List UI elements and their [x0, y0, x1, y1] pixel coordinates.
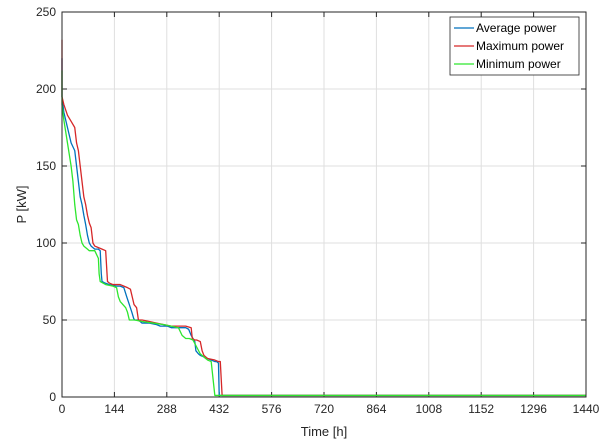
legend-label: Minimum power: [476, 57, 561, 71]
x-tick-label: 432: [209, 402, 229, 416]
x-tick-labels: 0 144 288 432 576 720 864 1008 1152 1296 1440: [59, 402, 600, 416]
legend: Average power Maximum power Minimum power: [449, 16, 580, 76]
axes-box: [61, 11, 587, 398]
grid-lines: [62, 12, 586, 397]
y-tick-label: 50: [43, 313, 57, 327]
x-tick-label: 1296: [520, 402, 547, 416]
series-line-maximum-power: [61, 39, 586, 397]
x-tick-label: 288: [157, 402, 177, 416]
x-tick-label: 0: [59, 402, 66, 416]
x-tick-label: 1152: [468, 402, 494, 416]
x-axis-label: Time [h]: [301, 424, 347, 439]
x-tick-label: 720: [314, 402, 334, 416]
y-tick-label: 150: [36, 159, 56, 173]
series-layer: [61, 39, 586, 397]
series-line-minimum-power: [61, 70, 586, 397]
y-axis-label: P [kW]: [14, 185, 29, 223]
legend-item-average-power: Average power: [454, 21, 557, 35]
y-tick-label: 0: [49, 390, 56, 404]
legend-item-minimum-power: Minimum power: [454, 57, 561, 71]
series-line-average-power: [61, 58, 586, 397]
y-tick-label: 100: [36, 236, 56, 250]
x-tick-label: 1440: [573, 402, 600, 416]
y-tick-label: 200: [36, 82, 56, 96]
legend-item-maximum-power: Maximum power: [454, 39, 564, 53]
x-tick-label: 864: [366, 402, 386, 416]
x-tick-label: 576: [262, 402, 282, 416]
y-tick-label: 250: [36, 5, 56, 19]
x-tick-label: 144: [104, 402, 124, 416]
legend-label: Maximum power: [476, 39, 564, 53]
x-tick-label: 1008: [415, 402, 442, 416]
y-tick-labels: 0 50 100 150 200 250: [36, 5, 56, 404]
legend-label: Average power: [476, 21, 557, 35]
